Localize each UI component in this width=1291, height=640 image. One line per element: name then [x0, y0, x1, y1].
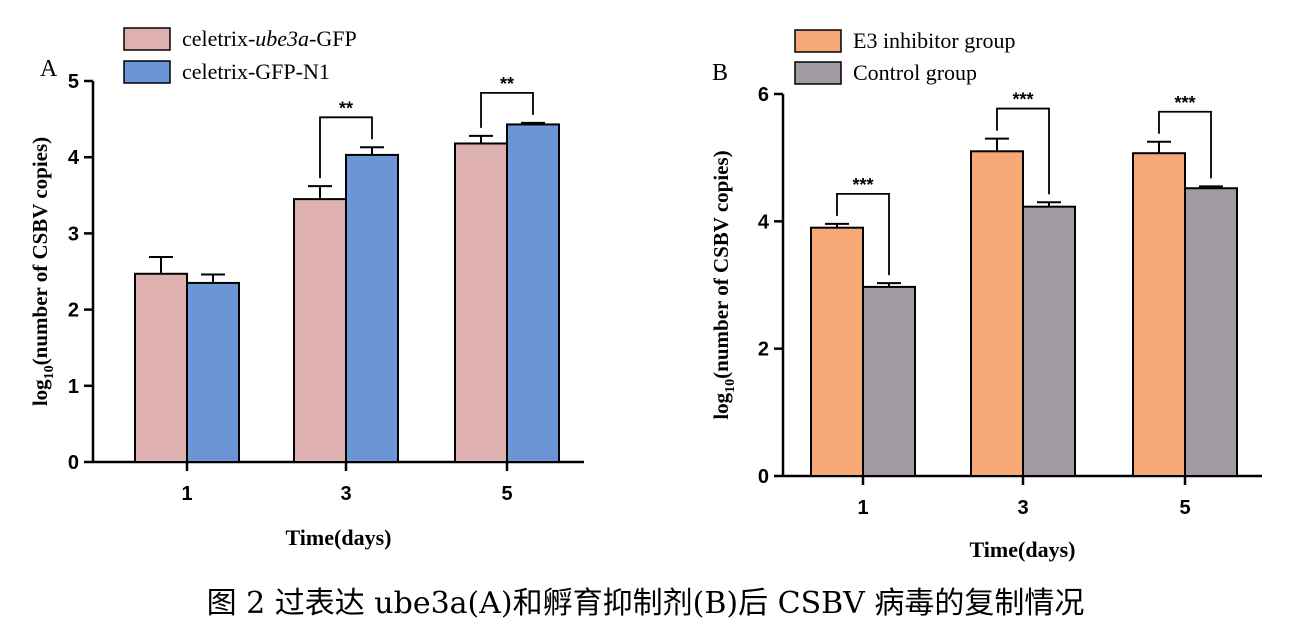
y-tick-label: 2	[68, 300, 79, 322]
x-axis-label: Time(days)	[970, 537, 1076, 562]
legend-label: celetrix-GFP-N1	[182, 59, 330, 84]
legend-label: E3 inhibitor group	[853, 28, 1016, 53]
x-tick-label: 5	[1179, 497, 1190, 519]
bar	[862, 285, 916, 477]
legend-label: Control group	[853, 60, 977, 85]
y-tick-label: 6	[758, 84, 769, 106]
legend-swatch	[123, 27, 171, 51]
y-tick-label: 4	[758, 211, 770, 233]
y-tick-label: 0	[68, 452, 79, 474]
significance-label: ***	[1174, 93, 1195, 113]
significance-bracket	[319, 116, 373, 179]
panel-label: A	[40, 56, 58, 82]
chart-panel-b: B 0 2 4 6 1 3 5 *** *** *** Time(days) log10(number …	[709, 28, 1262, 562]
bar	[1022, 205, 1076, 477]
panel-label: B	[712, 60, 728, 86]
x-tick-label: 5	[501, 483, 512, 505]
x-tick-label: 1	[857, 497, 868, 519]
chart-panel-a: A 0 1 2 3 4 5 1 3 5 ** ** Time(days) log10(number of …	[28, 26, 584, 550]
bar	[506, 123, 560, 464]
bar	[1132, 152, 1186, 478]
legend-swatch	[794, 61, 842, 85]
x-tick-label: 1	[181, 483, 192, 505]
significance-label: ***	[1012, 90, 1033, 110]
significance-bracket	[996, 107, 1050, 195]
bar	[186, 281, 240, 463]
significance-label: **	[500, 74, 514, 94]
legend-label: celetrix-ube3a-GFP	[182, 26, 357, 51]
figure: A 0 1 2 3 4 5 1 3 5 ** ** Time(days) log10(number of …	[28, 26, 1262, 562]
bar	[970, 150, 1024, 478]
significance-label: ***	[852, 175, 873, 195]
x-tick-label: 3	[340, 483, 351, 505]
legend-swatch	[123, 60, 171, 84]
significance-label: **	[339, 98, 353, 118]
y-tick-label: 4	[68, 147, 80, 169]
figure-caption: 图 2 过表达 ube3a(A)和孵育抑制剂(B)后 CSBV 病毒的复制情况	[206, 586, 1085, 621]
bar	[134, 272, 188, 464]
significance-bracket	[480, 92, 534, 128]
y-tick-label: 1	[68, 376, 79, 398]
x-tick-label: 3	[1017, 497, 1028, 519]
bar	[810, 226, 864, 477]
bar	[293, 198, 347, 464]
y-tick-label: 2	[758, 339, 769, 361]
bar	[454, 142, 508, 463]
significance-bracket	[1158, 110, 1212, 179]
legend-swatch	[794, 29, 842, 53]
y-tick-label: 3	[68, 223, 79, 245]
y-tick-label: 5	[68, 71, 79, 93]
bar	[1184, 187, 1238, 478]
y-axis-label: log10(number of CSBV copies)	[28, 137, 57, 406]
bar	[345, 153, 399, 463]
significance-bracket	[836, 192, 890, 276]
y-tick-label: 0	[758, 466, 769, 488]
y-axis-label: log10(number of CSBV copies)	[709, 150, 738, 419]
x-axis-label: Time(days)	[286, 525, 392, 550]
